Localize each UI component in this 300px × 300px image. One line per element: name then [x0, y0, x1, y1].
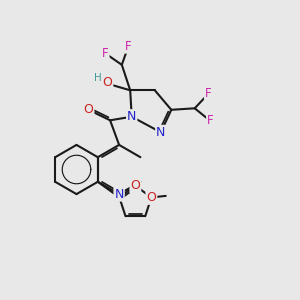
- Text: F: F: [207, 114, 214, 128]
- Text: O: O: [130, 179, 140, 192]
- Text: O: O: [103, 76, 112, 89]
- Text: F: F: [102, 47, 109, 60]
- Text: O: O: [84, 103, 93, 116]
- Text: N: N: [114, 188, 124, 201]
- Text: N: N: [127, 110, 136, 123]
- Text: F: F: [205, 87, 211, 101]
- Text: F: F: [125, 40, 132, 53]
- Text: N: N: [156, 126, 166, 139]
- Text: H: H: [94, 73, 102, 83]
- Text: O: O: [146, 191, 156, 204]
